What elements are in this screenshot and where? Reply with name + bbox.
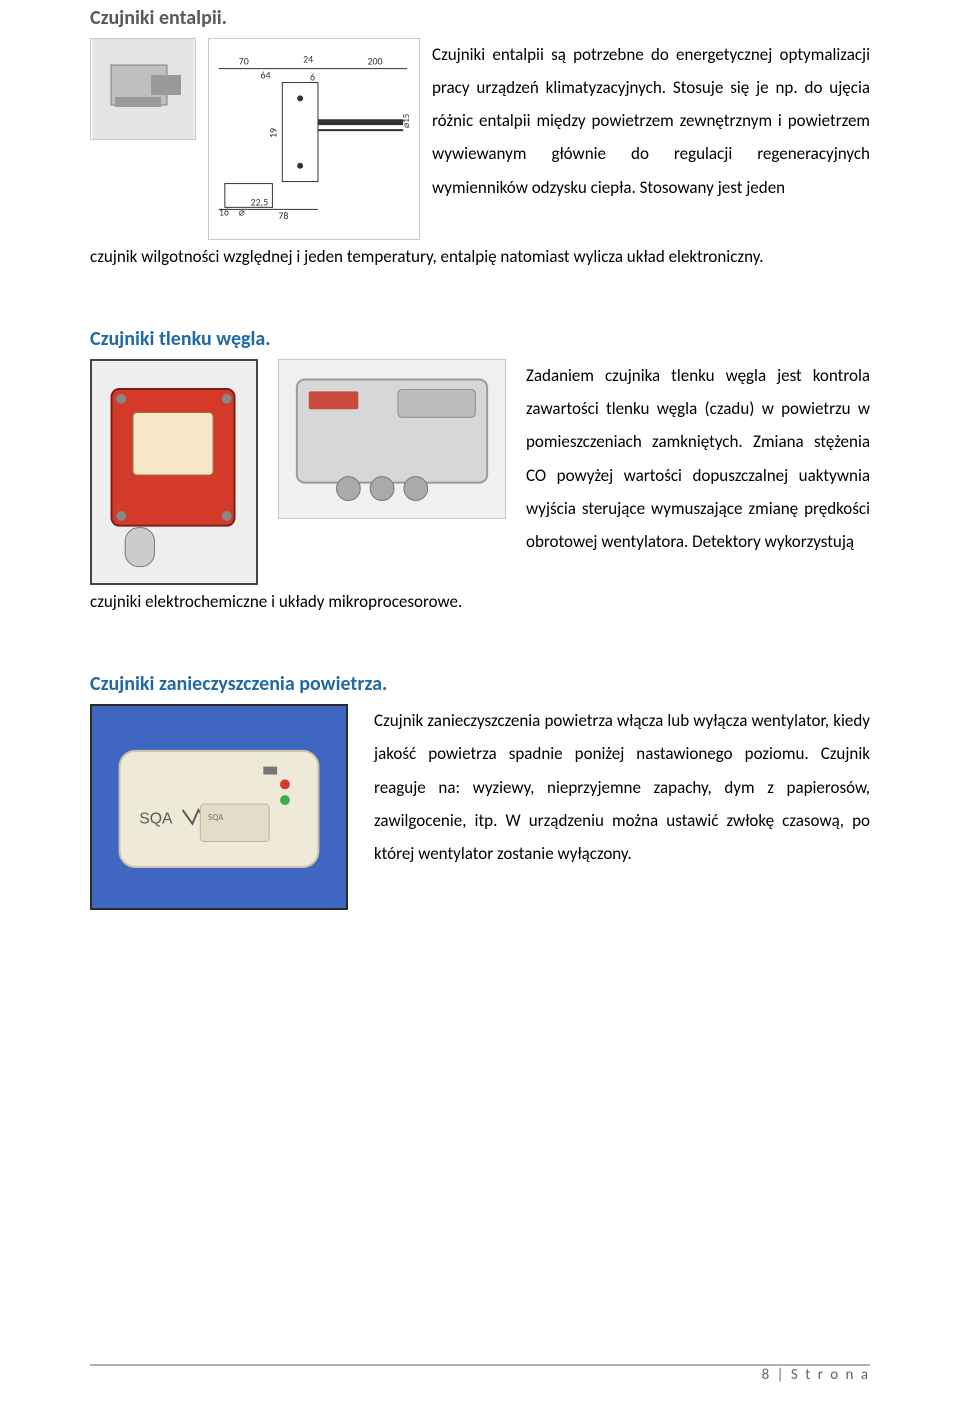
svg-text:16: 16 <box>219 206 229 218</box>
svg-text:24: 24 <box>303 54 313 66</box>
svg-text:SQA: SQA <box>139 811 173 828</box>
co-sensor-red-photo <box>90 359 258 585</box>
page-footer: 8 | S t r o n a <box>90 1364 870 1382</box>
row-tlenku: Zadaniem czujnika tlenku węgla jest kont… <box>90 359 870 585</box>
aq-svg: SQA SQA <box>92 704 346 910</box>
heading-zaniecz: Czujniki zanieczyszczenia powietrza. <box>90 672 870 696</box>
footer-label: S t r o n a <box>791 1366 870 1384</box>
svg-text:22,5: 22,5 <box>251 196 269 208</box>
sensor-photo-svg <box>93 39 193 139</box>
svg-text:78: 78 <box>278 210 288 222</box>
row-zaniecz: SQA SQA Czujnik zanieczyszczenia powietr… <box>90 704 870 910</box>
svg-text:6: 6 <box>310 72 315 84</box>
section-tlenku-wegla: Czujniki tlenku węgla. <box>90 327 870 618</box>
air-quality-sensor-photo: SQA SQA <box>90 704 348 910</box>
svg-text:⌀15: ⌀15 <box>402 114 412 128</box>
row-entalpii: 70 64 24 6 200 19 ⌀15 22,5 16 ⌀ 78 C <box>90 38 870 240</box>
section-entalpii: Czujniki entalpii. 70 64 24 6 200 <box>90 0 870 273</box>
svg-text:70: 70 <box>239 56 249 68</box>
co-sensor-gray-photo <box>278 359 506 519</box>
sensor-diagram-svg: 70 64 24 6 200 19 ⌀15 22,5 16 ⌀ 78 <box>209 38 419 240</box>
tlenku-para-below: czujniki elektrochemiczne i układy mikro… <box>90 585 870 618</box>
svg-text:19: 19 <box>267 128 279 138</box>
heading-tlenku: Czujniki tlenku węgla. <box>90 327 870 351</box>
heading-entalpii: Czujniki entalpii. <box>90 6 870 30</box>
entalpii-para-below: czujnik wilgotności względnej i jeden te… <box>90 240 870 273</box>
svg-text:64: 64 <box>261 70 271 82</box>
svg-text:⌀: ⌀ <box>239 206 245 218</box>
zaniecz-para: Czujnik zanieczyszczenia powietrza włącz… <box>374 704 870 870</box>
entalpii-para-right: Czujniki entalpii są potrzebne do energe… <box>432 38 870 204</box>
footer-sep: | <box>777 1366 791 1384</box>
enthalpy-sensor-photo <box>90 38 196 140</box>
tlenku-para-right: Zadaniem czujnika tlenku węgla jest kont… <box>526 359 870 558</box>
co-gray-svg <box>279 359 505 519</box>
co-red-svg <box>92 359 256 585</box>
svg-text:SQA: SQA <box>208 813 224 823</box>
section-zanieczyszczenia: Czujniki zanieczyszczenia powietrza. SQA… <box>90 672 870 910</box>
svg-text:200: 200 <box>367 56 382 68</box>
enthalpy-sensor-diagram: 70 64 24 6 200 19 ⌀15 22,5 16 ⌀ 78 <box>208 38 420 240</box>
page-number: 8 <box>762 1366 772 1384</box>
